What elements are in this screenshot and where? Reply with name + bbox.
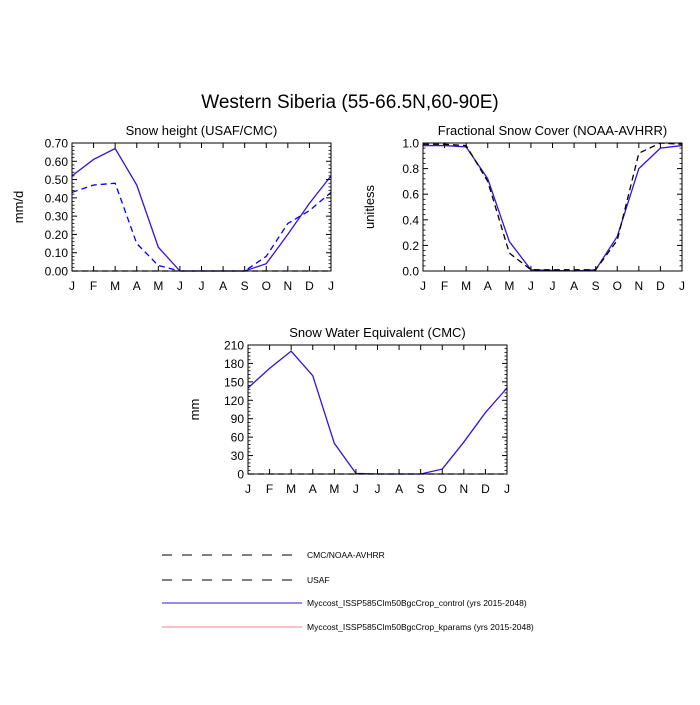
x-tick-label: A: [395, 482, 403, 496]
x-tick-label: M: [329, 482, 339, 496]
y-tick-label: 0: [237, 468, 244, 482]
plot-frame: [71, 142, 332, 272]
figure-title: Western Siberia (55-66.5N,60-90E): [201, 92, 498, 113]
x-tick-label: J: [375, 482, 381, 496]
y-tick-label: 150: [224, 375, 244, 389]
x-tick-label: F: [441, 279, 448, 293]
y-tick-label: 0.70: [45, 137, 69, 151]
chart-title: Snow Water Equivalent (CMC): [289, 325, 466, 340]
x-tick-label: M: [286, 482, 296, 496]
y-tick-label: 0.10: [45, 246, 69, 260]
x-tick-label: J: [245, 482, 251, 496]
x-tick-label: J: [528, 279, 534, 293]
x-tick-label: S: [417, 482, 425, 496]
x-tick-label: M: [110, 279, 120, 293]
series-line-1: [71, 147, 332, 272]
x-tick-label: S: [241, 279, 249, 293]
x-tick-label: A: [133, 279, 141, 293]
y-tick-label: 0.20: [45, 228, 69, 242]
x-tick-label: N: [634, 279, 643, 293]
x-tick-label: A: [219, 279, 227, 293]
x-tick-label: N: [283, 279, 292, 293]
y-tick-label: 0.6: [402, 188, 419, 202]
y-axis-label: unitless: [362, 184, 377, 229]
x-tick-label: F: [90, 279, 97, 293]
legend-label: USAF: [307, 575, 330, 585]
y-tick-label: 0.4: [402, 213, 419, 227]
y-tick-label: 90: [231, 412, 245, 426]
y-axis-label: mm: [187, 399, 202, 421]
y-tick-label: 30: [231, 449, 245, 463]
y-tick-label: 0.40: [45, 191, 69, 205]
series-line-1: [247, 350, 508, 475]
panels: Snow height (USAF/CMC)mm/d0.000.100.200.…: [11, 123, 685, 496]
chart-panel-1: Snow height (USAF/CMC) mm/d 0.00 0.10 0.20 0.…: [11, 123, 334, 293]
x-tick-label: F: [266, 482, 273, 496]
x-tick-label: N: [459, 482, 468, 496]
y-tick-label: 0.00: [45, 265, 69, 279]
x-tick-label: J: [69, 279, 75, 293]
y-tick-label: 0.0: [402, 265, 419, 279]
y-tick-label: 60: [231, 431, 245, 445]
y-tick-label: 120: [224, 394, 244, 408]
plot-frame: [247, 344, 508, 475]
legend: CMC/NOAA-AVHRR USAF Myccost_ISSP585Clm50Bg…: [162, 550, 534, 632]
x-tick-label: J: [353, 482, 359, 496]
x-tick-label: O: [438, 482, 447, 496]
x-tick-label: J: [504, 482, 510, 496]
y-tick-label: 0.60: [45, 155, 69, 169]
chart-panel-2: Fractional Snow Cover (NOAA-AVHRR) unitle…: [362, 123, 685, 293]
legend-label: CMC/NOAA-AVHRR: [307, 550, 385, 560]
x-tick-label: M: [504, 279, 514, 293]
x-tick-label: D: [481, 482, 490, 496]
chart-title: Fractional Snow Cover (NOAA-AVHRR): [438, 123, 667, 138]
x-tick-label: S: [592, 279, 600, 293]
chart-panel-3: Snow Water Equivalent (CMC) mm 0 30 60 90 120 1…: [187, 325, 510, 496]
plot-frame: [422, 142, 683, 272]
legend-item-2: USAF: [162, 575, 330, 585]
y-axis-label: mm/d: [11, 191, 26, 224]
x-tick-label: D: [305, 279, 314, 293]
legend-label: Myccost_ISSP585Clm50BgcCrop_kparams (yrs…: [307, 622, 534, 632]
x-tick-label: J: [550, 279, 556, 293]
chart-title: Snow height (USAF/CMC): [126, 123, 278, 138]
y-tick-label: 0.2: [402, 239, 419, 253]
x-tick-label: J: [420, 279, 426, 293]
x-tick-label: A: [484, 279, 492, 293]
x-tick-label: J: [328, 279, 334, 293]
legend-item-1: CMC/NOAA-AVHRR: [162, 550, 385, 560]
series-line-2: [423, 142, 683, 271]
x-tick-label: J: [177, 279, 183, 293]
x-tick-label: D: [656, 279, 665, 293]
y-tick-label: 0.8: [402, 162, 419, 176]
legend-item-3: Myccost_ISSP585Clm50BgcCrop_control (yrs…: [162, 598, 527, 608]
y-tick-label: 0.30: [45, 210, 69, 224]
x-tick-label: M: [153, 279, 163, 293]
x-tick-label: M: [461, 279, 471, 293]
legend-label: Myccost_ISSP585Clm50BgcCrop_control (yrs…: [307, 598, 527, 608]
y-tick-label: 1.0: [402, 137, 419, 151]
y-tick-label: 180: [224, 357, 244, 371]
x-tick-label: O: [262, 279, 271, 293]
y-tick-label: 210: [224, 339, 244, 353]
x-tick-label: A: [309, 482, 317, 496]
series-line-1: [423, 144, 683, 272]
legend-item-4: Myccost_ISSP585Clm50BgcCrop_kparams (yrs…: [162, 622, 534, 632]
x-tick-label: J: [199, 279, 205, 293]
x-tick-label: J: [679, 279, 685, 293]
y-tick-label: 0.50: [45, 173, 69, 187]
x-tick-label: A: [570, 279, 578, 293]
x-tick-label: O: [613, 279, 622, 293]
